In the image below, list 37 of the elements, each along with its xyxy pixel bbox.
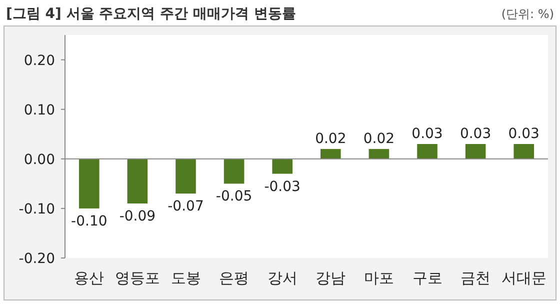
x-tick-label: 강남 bbox=[316, 269, 346, 287]
bar bbox=[417, 144, 438, 159]
x-tick-label: 은평 bbox=[219, 269, 250, 287]
bar bbox=[176, 158, 196, 194]
y-tick-label: 0.20 bbox=[24, 52, 55, 69]
text: (단위: %) bbox=[501, 7, 554, 21]
bar bbox=[514, 144, 534, 159]
data-label: 0.03 bbox=[460, 126, 492, 142]
x-tick-label: 서대문 bbox=[501, 269, 546, 287]
data-label: 0.02 bbox=[363, 130, 395, 147]
x-tick-label: 금천 bbox=[460, 269, 491, 287]
bar bbox=[272, 158, 292, 174]
data-label: 0.03 bbox=[412, 126, 443, 142]
data-label: -0.09 bbox=[119, 208, 156, 224]
bar bbox=[79, 158, 100, 208]
data-label: 0.02 bbox=[315, 130, 346, 147]
bar bbox=[127, 158, 148, 204]
data-label: -0.03 bbox=[264, 178, 300, 195]
y-tick-label: 0.10 bbox=[24, 102, 55, 118]
data-label: -0.07 bbox=[168, 198, 204, 215]
x-tick-label: 영등포 bbox=[114, 269, 160, 287]
y-tick-label: -0.20 bbox=[18, 251, 55, 267]
bar bbox=[224, 158, 244, 184]
y-tick-label: -0.10 bbox=[18, 201, 55, 218]
x-tick-label: 구로 bbox=[412, 269, 442, 287]
data-label: -0.05 bbox=[216, 188, 252, 205]
x-tick-label: 강서 bbox=[267, 269, 298, 287]
data-label: 0.03 bbox=[508, 126, 540, 142]
bar bbox=[465, 144, 486, 159]
x-tick-label: 마포 bbox=[364, 269, 394, 287]
y-tick-label: 0.00 bbox=[24, 152, 55, 168]
bar bbox=[368, 148, 390, 159]
bar bbox=[320, 148, 341, 159]
x-tick-label: 도봉 bbox=[170, 269, 201, 287]
chart-title: [그림 4] 서울 주요지역 주간 매매가격 변동률 bbox=[6, 6, 296, 22]
x-tick-label: 용산 bbox=[74, 269, 104, 287]
data-label: -0.10 bbox=[71, 213, 108, 230]
